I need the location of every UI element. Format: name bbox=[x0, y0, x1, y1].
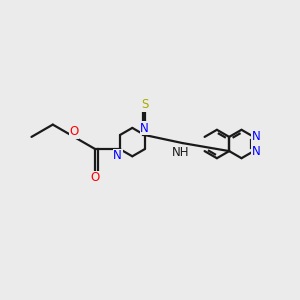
Text: S: S bbox=[141, 98, 148, 112]
Text: N: N bbox=[252, 130, 261, 143]
Text: N: N bbox=[113, 149, 122, 162]
Text: N: N bbox=[140, 122, 149, 135]
Text: O: O bbox=[91, 171, 100, 184]
Text: O: O bbox=[70, 125, 79, 138]
Text: NH: NH bbox=[172, 146, 190, 159]
Text: N: N bbox=[252, 145, 261, 158]
